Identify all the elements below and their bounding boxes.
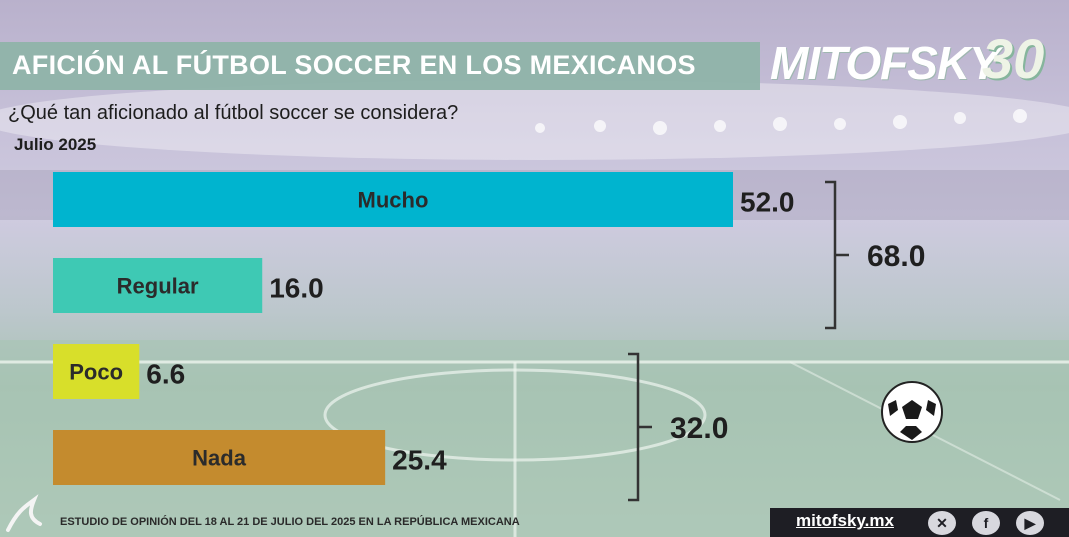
group-total-1: 68.0 (867, 240, 925, 273)
brand-logo: MITOFSKY (770, 37, 1000, 89)
chart-question: ¿Qué tan aficionado al fútbol soccer se … (8, 102, 459, 124)
bar-label-mucho: Mucho (358, 188, 429, 213)
survey-date: Julio 2025 (14, 135, 97, 154)
bar-label-regular: Regular (117, 274, 199, 299)
value-label-nada: 25.4 (392, 445, 447, 476)
title-band (0, 42, 760, 90)
value-label-regular: 16.0 (269, 273, 324, 304)
bar-label-poco: Poco (69, 360, 123, 385)
website-link[interactable]: mitofsky.mx (796, 511, 894, 530)
group-bracket-2 (628, 352, 640, 502)
value-label-mucho: 52.0 (740, 187, 795, 218)
value-label-poco: 6.6 (146, 359, 185, 390)
bar-nada (53, 430, 386, 485)
page-title: AFICIÓN AL FÚTBOL SOCCER EN LOS MEXICANO… (12, 50, 696, 80)
brand-logo-number: 30 (982, 27, 1045, 90)
bird-emblem-icon (6, 494, 42, 532)
bar-regular (53, 258, 263, 313)
group-total-2: 32.0 (670, 412, 728, 445)
bar-mucho (53, 172, 733, 227)
facebook-icon[interactable]: f (972, 511, 1000, 535)
youtube-icon[interactable]: ▶ (1016, 511, 1044, 535)
x-icon[interactable]: ✕ (928, 511, 956, 535)
bar-poco (53, 344, 140, 399)
group-bracket-1 (825, 180, 837, 330)
soccer-ball-icon (881, 381, 943, 443)
study-footnote: ESTUDIO DE OPINIÓN DEL 18 AL 21 DE JULIO… (60, 516, 520, 528)
bar-label-nada: Nada (192, 446, 247, 471)
